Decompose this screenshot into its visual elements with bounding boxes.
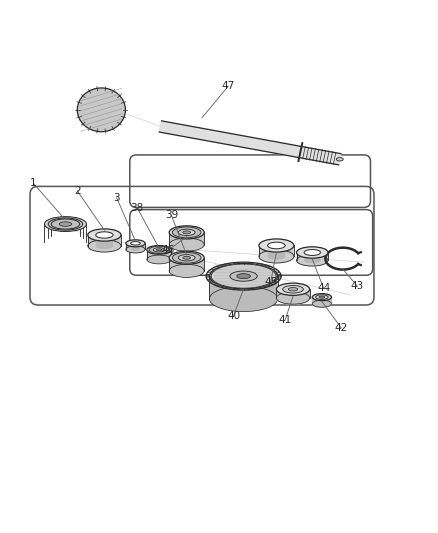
Ellipse shape (178, 255, 194, 261)
Ellipse shape (44, 216, 86, 231)
Polygon shape (169, 258, 204, 278)
Ellipse shape (48, 218, 82, 230)
Ellipse shape (282, 286, 303, 293)
Text: 47: 47 (221, 81, 234, 91)
Text: 39: 39 (164, 211, 177, 220)
Polygon shape (311, 297, 331, 307)
Ellipse shape (182, 256, 190, 259)
Ellipse shape (169, 226, 204, 239)
Ellipse shape (88, 229, 121, 241)
Ellipse shape (318, 296, 324, 298)
Ellipse shape (149, 246, 169, 254)
Ellipse shape (178, 229, 194, 236)
Ellipse shape (211, 264, 276, 288)
Polygon shape (169, 232, 204, 251)
Ellipse shape (95, 232, 113, 238)
Ellipse shape (304, 249, 320, 255)
Ellipse shape (236, 273, 250, 279)
Text: 41: 41 (278, 315, 291, 325)
Polygon shape (267, 246, 285, 260)
Ellipse shape (172, 227, 201, 238)
Ellipse shape (267, 242, 285, 249)
Ellipse shape (182, 231, 190, 234)
Ellipse shape (258, 239, 293, 252)
Ellipse shape (153, 248, 165, 252)
Ellipse shape (296, 247, 327, 258)
Ellipse shape (276, 283, 309, 295)
Text: 2: 2 (74, 186, 81, 196)
Polygon shape (258, 246, 293, 263)
Polygon shape (276, 289, 309, 304)
Ellipse shape (169, 251, 204, 264)
Ellipse shape (59, 222, 71, 227)
Ellipse shape (288, 287, 297, 291)
Polygon shape (304, 253, 320, 263)
Text: 43: 43 (350, 281, 363, 291)
Polygon shape (159, 121, 340, 165)
Text: 1: 1 (30, 179, 37, 188)
Polygon shape (126, 243, 145, 253)
Ellipse shape (172, 252, 201, 263)
Text: 42: 42 (334, 323, 347, 333)
Polygon shape (209, 276, 277, 312)
Ellipse shape (156, 249, 162, 251)
Polygon shape (296, 253, 327, 266)
Text: 38: 38 (131, 203, 144, 213)
Ellipse shape (131, 241, 140, 245)
Polygon shape (88, 235, 121, 252)
Ellipse shape (77, 88, 125, 132)
Ellipse shape (311, 294, 331, 301)
Text: 3: 3 (113, 193, 120, 203)
Text: 45: 45 (264, 277, 277, 287)
Text: 46: 46 (161, 245, 174, 255)
Ellipse shape (126, 240, 145, 247)
Polygon shape (147, 250, 171, 264)
Polygon shape (131, 243, 140, 251)
Text: 44: 44 (316, 284, 329, 293)
Ellipse shape (209, 263, 277, 289)
Ellipse shape (336, 158, 343, 161)
Polygon shape (95, 235, 113, 249)
Ellipse shape (147, 246, 171, 254)
Ellipse shape (230, 271, 257, 281)
Text: 40: 40 (226, 311, 240, 320)
Ellipse shape (51, 219, 80, 229)
